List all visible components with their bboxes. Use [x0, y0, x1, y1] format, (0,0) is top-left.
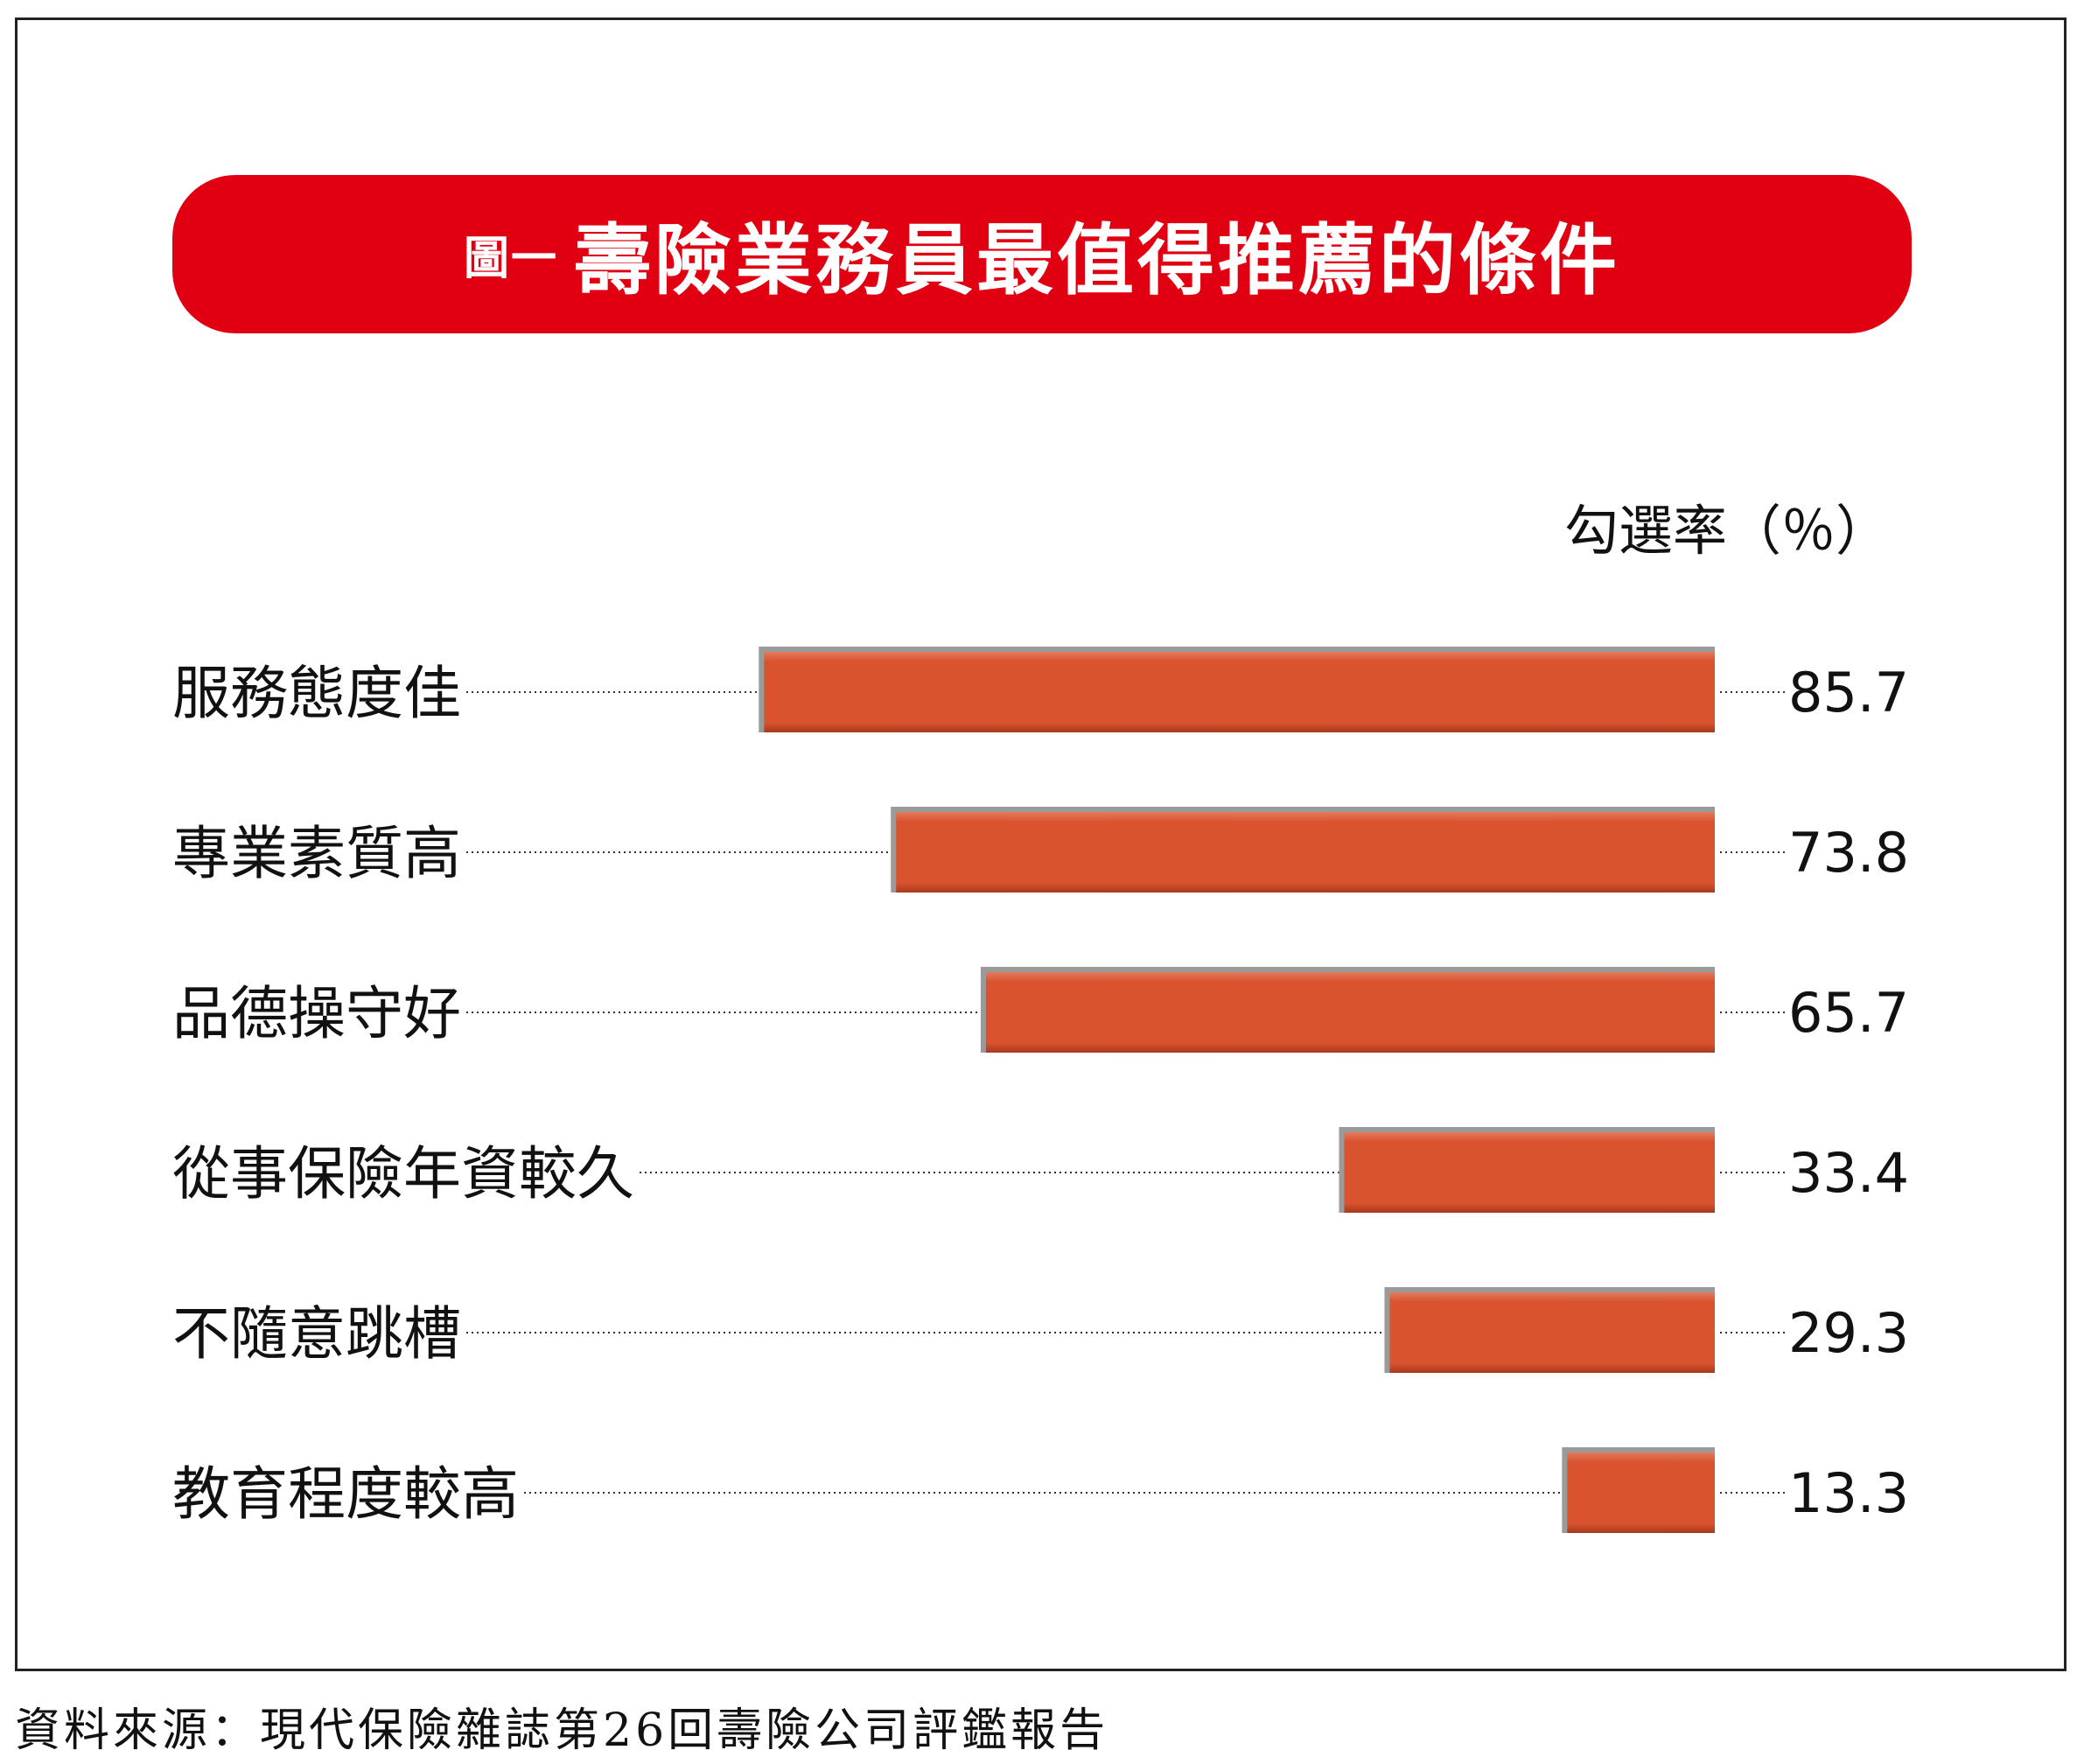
unit-label: 勾選率（％） — [1564, 499, 1890, 563]
bar — [896, 812, 1715, 892]
value-label: 65.7 — [1788, 981, 1909, 1045]
chart-title: 壽險業務員最值得推薦的條件 — [574, 215, 1621, 305]
category-label: 品德操守好 — [172, 980, 461, 1047]
value-label: 73.8 — [1788, 821, 1909, 885]
figure-number: 圖一 — [463, 233, 558, 285]
chart-frame — [15, 18, 2067, 1671]
value-label: 29.3 — [1788, 1301, 1909, 1365]
title-banner: 圖一 壽險業務員最值得推薦的條件 — [172, 175, 1912, 333]
bar — [1567, 1452, 1715, 1533]
category-label: 從事保險年資較久 — [172, 1140, 634, 1208]
bar — [764, 652, 1715, 732]
bar — [1389, 1292, 1715, 1373]
category-label: 服務態度佳 — [172, 660, 461, 727]
bar — [985, 972, 1715, 1053]
category-label: 專業素質高 — [172, 820, 461, 887]
category-label: 不隨意跳槽 — [172, 1300, 461, 1368]
source-note: 資料來源：現代保險雜誌第26回壽險公司評鑑報告 — [15, 1704, 1109, 1757]
category-label: 教育程度較高 — [172, 1460, 519, 1528]
bar — [1344, 1132, 1715, 1213]
value-label: 13.3 — [1788, 1461, 1909, 1525]
value-label: 33.4 — [1788, 1141, 1909, 1205]
value-label: 85.7 — [1788, 661, 1909, 724]
